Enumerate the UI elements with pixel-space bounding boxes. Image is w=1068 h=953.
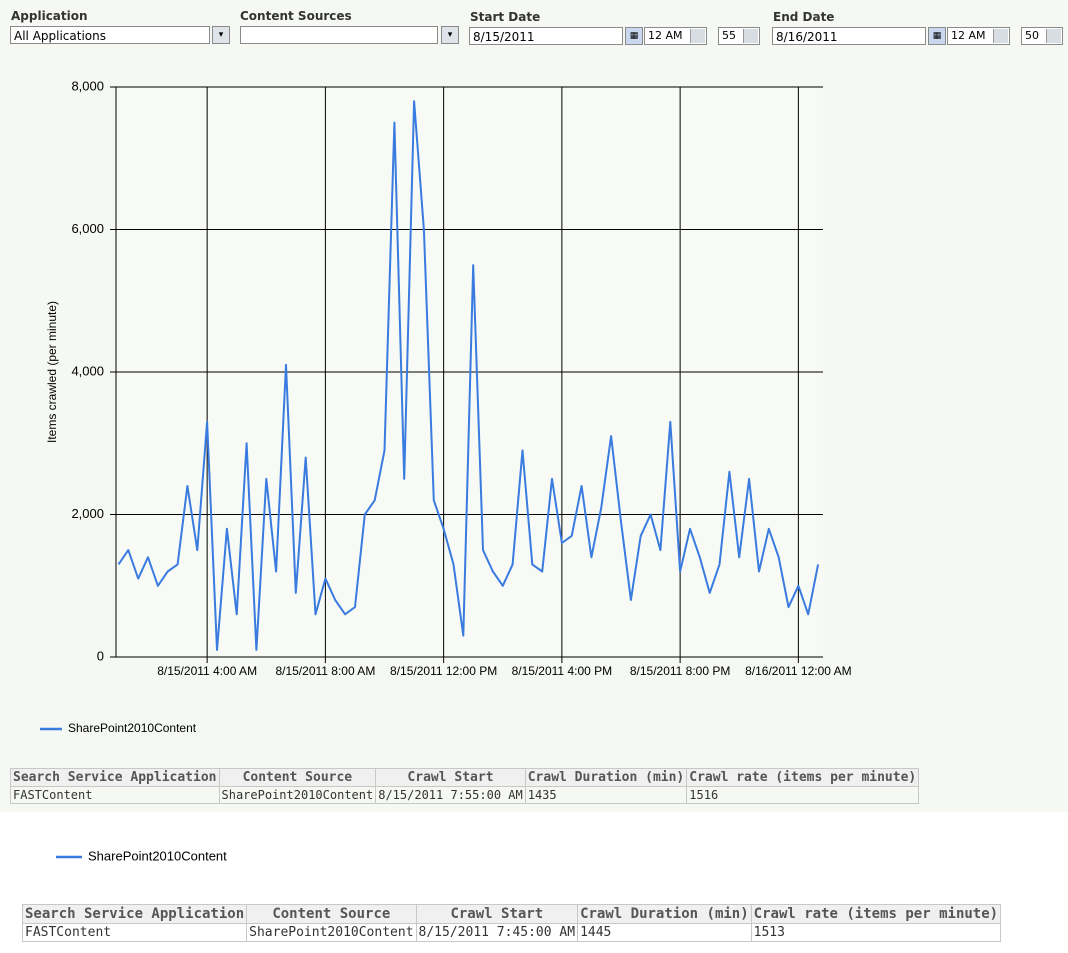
end-minute-select[interactable]: 50: [1021, 27, 1063, 45]
legend-label: SharePoint2010Content: [68, 721, 197, 735]
y-tick-label: 4,000: [71, 363, 104, 378]
legend-label: SharePoint2010Content: [88, 848, 227, 863]
y-tick-label: 6,000: [71, 221, 104, 236]
x-tick-label: 8/15/2011 8:00 AM: [275, 664, 375, 678]
table-cell: 8/15/2011 7:55:00 AM: [376, 787, 526, 804]
table-header: Search Service Application: [23, 905, 247, 924]
x-tick-label: 8/15/2011 12:00 PM: [390, 664, 497, 678]
table-header: Crawl Start: [376, 769, 526, 787]
x-tick-label: 8/16/2011 12:00 AM: [745, 664, 852, 678]
table-cell: 1445: [578, 924, 752, 942]
x-tick-label: 8/15/2011 8:00 PM: [630, 664, 731, 678]
table-cell: FASTContent: [23, 924, 247, 942]
table-header: Content Source: [219, 769, 376, 787]
y-tick-label: 2,000: [71, 506, 104, 521]
table-header: Crawl rate (items per minute): [751, 905, 1000, 924]
x-tick-label: 8/15/2011 4:00 PM: [512, 664, 613, 678]
report-panel: Application All Applications ▾ Content S…: [0, 0, 1068, 812]
table-header: Crawl Duration (min): [525, 769, 687, 787]
table-cell: 8/15/2011 7:45:00 AM: [416, 924, 578, 942]
x-tick-label: 8/15/2011 4:00 AM: [157, 664, 257, 678]
table-header: Crawl Duration (min): [578, 905, 752, 924]
y-axis-label: Items crawled (per minute): [45, 301, 59, 443]
table-cell: SharePoint2010Content: [219, 787, 376, 804]
table-cell: FASTContent: [11, 787, 220, 804]
table-header: Crawl rate (items per minute): [687, 769, 919, 787]
table-cell: 1435: [525, 787, 687, 804]
end-hour-select[interactable]: 12 AM: [947, 27, 1010, 45]
table-cell: 1516: [687, 787, 919, 804]
chart: Items crawled (per minute) SharePoint201…: [0, 0, 870, 750]
y-tick-label: 8,000: [71, 78, 104, 93]
table-header: Crawl Start: [416, 905, 578, 924]
legend: SharePoint2010Content: [50, 843, 310, 873]
calendar-button[interactable]: ▦: [928, 27, 946, 45]
table-cell: 1513: [751, 924, 1000, 942]
table-header: Search Service Application: [11, 769, 220, 787]
y-tick-label: 0: [97, 648, 104, 663]
table-cell: SharePoint2010Content: [247, 924, 416, 942]
table-header: Content Source: [247, 905, 416, 924]
page: Application All Applications ▾ Content S…: [0, 0, 1068, 953]
